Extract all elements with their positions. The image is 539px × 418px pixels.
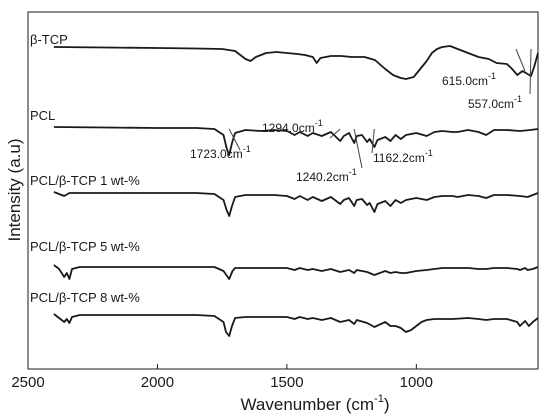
annotation-label: 1294.0cm-1 — [262, 118, 323, 135]
y-axis-title: Intensity (a.u) — [5, 139, 24, 242]
x-axis-title: Wavenumber (cm-1) — [241, 393, 390, 414]
series-line-pcl-tcp-1-wt — [53, 191, 539, 217]
x-tick-label: 2500 — [11, 374, 44, 391]
series-labels: β-TCP PCL PCL/β-TCP 1 wt-% PCL/β-TCP 5 wt-%… — [30, 32, 140, 305]
annotation-leader — [529, 48, 532, 95]
annotation-leader — [228, 128, 241, 151]
annotation-leader — [329, 128, 341, 139]
annotation-label: 557.0cm-1 — [468, 94, 522, 111]
x-tick-label: 1000 — [400, 374, 433, 391]
annotation-label: 1723.0cm-1 — [190, 144, 251, 161]
x-tick-label: 1500 — [270, 374, 303, 391]
x-axis: 2500 2000 1500 1000 — [11, 364, 433, 391]
series-label-pcl-tcp-8-wt: PCL/β-TCP 8 wt-% — [30, 290, 140, 305]
series-line-tcp — [53, 45, 539, 80]
series-label-pcl-tcp-1-wt: PCL/β-TCP 1 wt-% — [30, 173, 140, 188]
series-label-pcl: PCL — [30, 108, 55, 123]
annotation-label: 615.0cm-1 — [442, 71, 496, 88]
annotation-leader — [371, 128, 375, 154]
plot-frame — [27, 11, 539, 370]
series-line-pcl-tcp-5-wt — [53, 264, 539, 280]
x-tick-label: 2000 — [141, 374, 174, 391]
annotation-label: 1162.2cm-1 — [373, 148, 433, 165]
series-label-pcl-tcp-5-wt: PCL/β-TCP 5 wt-% — [30, 239, 140, 254]
peak-annotations: 615.0cm-1 557.0cm-1 1723.0cm-1 1294.0cm-1 12… — [190, 48, 532, 184]
series-group — [53, 45, 539, 337]
series-line-pcl — [53, 126, 539, 156]
annotation-label: 1240.2cm-1 — [296, 167, 357, 184]
series-label-tcp: β-TCP — [30, 32, 68, 47]
annotation-leader — [515, 48, 526, 72]
series-line-pcl-tcp-8-wt — [53, 313, 539, 337]
annotation-leader — [353, 128, 363, 169]
